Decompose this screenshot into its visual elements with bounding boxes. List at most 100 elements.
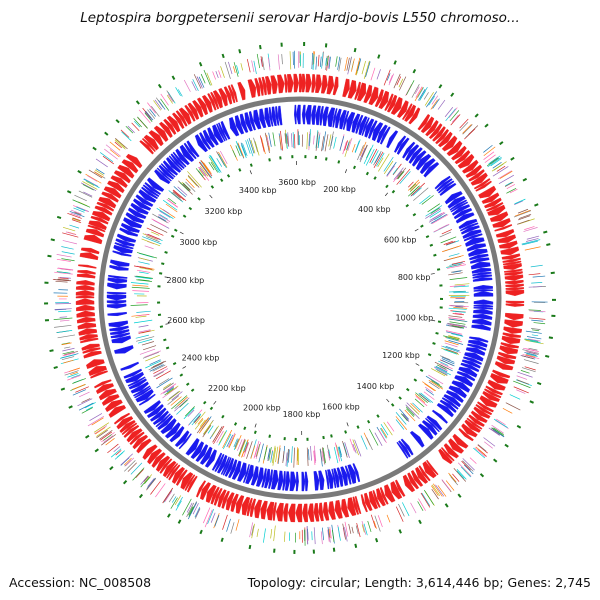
- forward-cds-arrow: [98, 196, 117, 209]
- inner-feature-line: [152, 213, 168, 223]
- inner-feature-line: [333, 446, 339, 464]
- inner-feature-line: [145, 360, 162, 369]
- outer-feature-line: [61, 251, 75, 255]
- outer-feature-line: [59, 276, 71, 279]
- forward-cds-arrow: [481, 192, 500, 204]
- outer-feature-line: [421, 492, 431, 507]
- outer-feature-line: [70, 209, 82, 215]
- inner-feature-line: [436, 369, 448, 376]
- inner-feature-line: [284, 133, 287, 144]
- inner-feature-line: [185, 178, 195, 188]
- outer-feature-line: [127, 462, 137, 472]
- inner-feature-line: [138, 261, 150, 265]
- outer-feature-line: [525, 348, 539, 352]
- outer-feature-line: [277, 54, 280, 70]
- inner-feature-line: [246, 441, 253, 459]
- inner-green-tick: [170, 234, 175, 238]
- inner-feature-line: [130, 304, 148, 306]
- outer-feature-line: [420, 492, 431, 508]
- forward-cds-arrow: [482, 390, 501, 402]
- kbp-tick: [346, 422, 349, 427]
- reverse-cds-arrow: [301, 471, 306, 492]
- inner-feature-line: [386, 165, 395, 178]
- inner-feature-line: [380, 427, 388, 438]
- reverse-cds-arrow: [199, 446, 213, 465]
- forward-cds-arrow: [113, 412, 131, 425]
- outer-feature-line: [529, 310, 546, 313]
- outer-feature-line: [468, 125, 479, 135]
- outer-feature-line: [398, 503, 405, 517]
- kbp-label: 2400 kbp: [182, 354, 220, 363]
- outer-feature-line: [73, 207, 85, 213]
- outer-feature-line: [260, 56, 264, 67]
- forward-cds-arrow: [94, 205, 113, 216]
- outer-feature-line: [498, 170, 512, 180]
- inner-feature-line: [195, 168, 204, 178]
- forward-cds-arrow: [466, 417, 483, 430]
- reverse-cds-arrow: [352, 463, 361, 483]
- forward-cds-arrow: [221, 490, 230, 509]
- outer-feature-line: [214, 515, 220, 527]
- inner-feature-line: [228, 433, 236, 448]
- inner-feature-line: [291, 446, 293, 463]
- forward-cds-arrow: [395, 479, 406, 497]
- inner-green-tick: [373, 176, 377, 180]
- inner-feature-line: [187, 176, 198, 187]
- reverse-cds-arrow: [125, 212, 145, 224]
- reverse-cds-arrow: [229, 116, 240, 137]
- inner-feature-line: [275, 446, 279, 463]
- outer-feature-line: [532, 329, 540, 332]
- inner-feature-line: [344, 139, 351, 157]
- reverse-cds-arrow: [453, 208, 473, 220]
- outer-feature-line: [504, 181, 514, 187]
- outer-feature-line: [506, 188, 517, 194]
- forward-cds-arrow: [113, 170, 131, 184]
- outer-feature-line: [70, 212, 81, 217]
- outer-green-tick: [522, 177, 528, 182]
- inner-feature-line: [227, 432, 236, 447]
- reverse-cds-arrow: [463, 356, 482, 365]
- inner-feature-line: [136, 336, 155, 342]
- forward-cds-arrow: [196, 97, 209, 116]
- reverse-cds-arrow: [202, 129, 215, 148]
- inner-feature-line: [130, 282, 149, 285]
- inner-feature-line: [163, 385, 175, 394]
- inner-feature-line: [164, 388, 175, 396]
- inner-feature-line: [187, 171, 202, 188]
- outer-green-tick: [457, 493, 462, 498]
- inner-feature-line: [267, 448, 271, 459]
- outer-feature-line: [154, 99, 163, 110]
- inner-feature-line: [441, 360, 455, 367]
- outer-feature-line: [183, 79, 191, 92]
- inner-feature-line: [266, 136, 270, 146]
- outer-feature-line: [509, 394, 521, 400]
- outer-feature-line: [74, 194, 87, 202]
- inner-feature-line: [436, 364, 447, 370]
- forward-cds-arrow: [464, 419, 481, 433]
- forward-cds-arrow: [354, 81, 361, 100]
- outer-feature-line: [70, 371, 78, 376]
- forward-cds-arrow: [368, 86, 379, 106]
- outer-feature-line: [514, 200, 523, 206]
- inner-feature-line: [408, 179, 420, 191]
- outer-feature-line: [91, 417, 104, 426]
- outer-feature-line: [351, 58, 355, 72]
- forward-cds-arrow: [301, 73, 306, 93]
- reverse-cds-arrow: [107, 277, 128, 284]
- outer-feature-line: [210, 512, 216, 523]
- forward-cds-arrow: [81, 343, 100, 351]
- outer-feature-line: [144, 112, 153, 122]
- outer-feature-line: [203, 69, 211, 86]
- kbp-tick-labels: 200 kbp 400 kbp 600 kbp 800 kbp 1000 kbp 1200…: [164, 161, 436, 435]
- inner-feature-line: [136, 310, 151, 313]
- reverse-cds-arrow: [364, 118, 375, 138]
- reverse-cds-arrow: [289, 471, 297, 492]
- inner-feature-line: [433, 215, 442, 221]
- outer-feature-line: [528, 286, 542, 288]
- inner-feature-line: [374, 432, 383, 446]
- outer-green-tick: [157, 83, 162, 89]
- outer-feature-line: [67, 373, 79, 378]
- outer-green-tick: [510, 156, 515, 161]
- outer-feature-line: [526, 351, 539, 355]
- forward-cds-arrow: [192, 99, 204, 118]
